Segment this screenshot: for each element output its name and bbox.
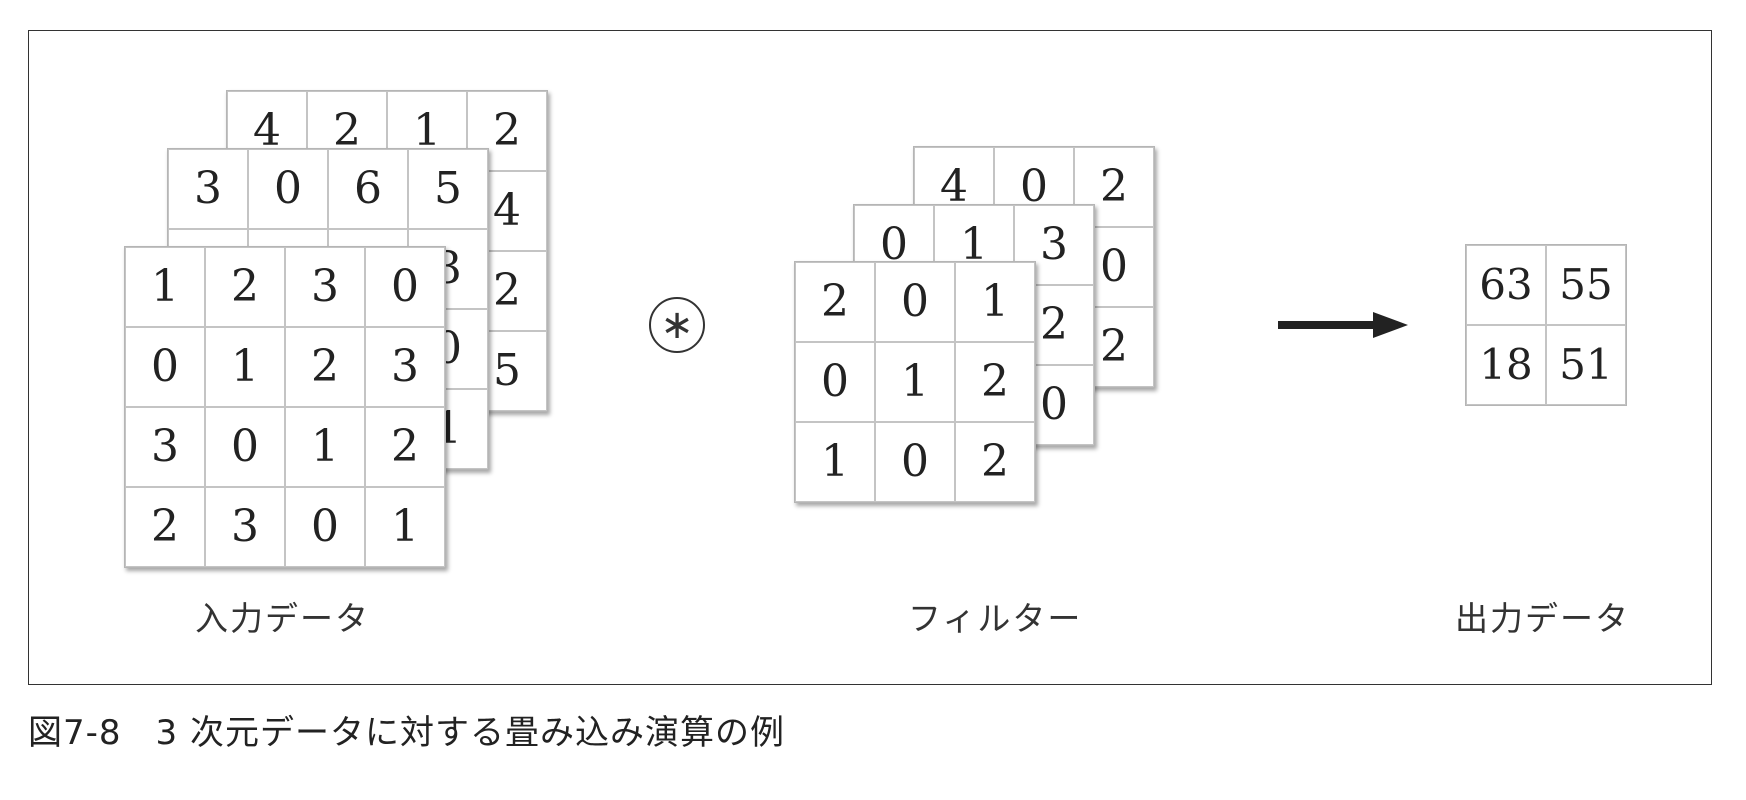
input-cell: 1 <box>125 247 205 327</box>
filter-cell: 1 <box>875 342 955 422</box>
input-cell: 4 <box>227 91 307 171</box>
input-cell: 3 <box>285 247 365 327</box>
input-cell: 3 <box>205 487 285 567</box>
filter-label: フィルター <box>908 599 1083 638</box>
filter-cell: 2 <box>955 422 1035 502</box>
output-data-label: 出力データ <box>1455 599 1630 638</box>
filter-cell: 0 <box>875 422 955 502</box>
output-cell: 63 <box>1466 245 1546 325</box>
input-cell: 3 <box>125 407 205 487</box>
input-cell: 5 <box>408 149 488 229</box>
input-cell: 2 <box>467 91 547 171</box>
filter-cell: 2 <box>955 342 1035 422</box>
filter-cell: 3 <box>1014 205 1094 285</box>
filter-cell: 1 <box>955 262 1035 342</box>
input-cell: 1 <box>365 487 445 567</box>
figure-number: 図7-8 <box>28 713 122 753</box>
input-cell: 3 <box>365 327 445 407</box>
input-cell: 2 <box>365 407 445 487</box>
input-cell: 2 <box>205 247 285 327</box>
input-cell: 0 <box>125 327 205 407</box>
input-cell: 0 <box>365 247 445 327</box>
output-data-grid: 63 55 18 51 <box>1465 244 1627 406</box>
input-cell: 2 <box>285 327 365 407</box>
input-cell: 3 <box>168 149 248 229</box>
input-cell: 1 <box>205 327 285 407</box>
filter-cell: 0 <box>1014 365 1094 445</box>
filter-cell: 2 <box>1074 147 1154 227</box>
arrow-right-icon <box>1278 312 1408 338</box>
input-cell: 0 <box>248 149 328 229</box>
figure-caption: 図7-8 3 次元データに対する畳み込み演算の例 <box>28 705 785 754</box>
output-cell: 55 <box>1546 245 1626 325</box>
input-cell: 4 <box>467 171 547 251</box>
output-cell: 51 <box>1546 325 1626 405</box>
filter-cell: 0 <box>994 147 1074 227</box>
input-data-label: 入力データ <box>195 599 370 638</box>
filter-cell: 0 <box>795 342 875 422</box>
input-cell: 2 <box>125 487 205 567</box>
input-cell: 0 <box>285 487 365 567</box>
input-cell: 0 <box>205 407 285 487</box>
filter-cell: 2 <box>795 262 875 342</box>
filter-cell: 1 <box>795 422 875 502</box>
output-cell: 18 <box>1466 325 1546 405</box>
figure-caption-text: 3 次元データに対する畳み込み演算の例 <box>155 713 785 753</box>
input-cell: 6 <box>328 149 408 229</box>
filter-cell: 0 <box>875 262 955 342</box>
input-cell: 1 <box>285 407 365 487</box>
convolution-operator-icon: ∗ <box>649 297 705 353</box>
